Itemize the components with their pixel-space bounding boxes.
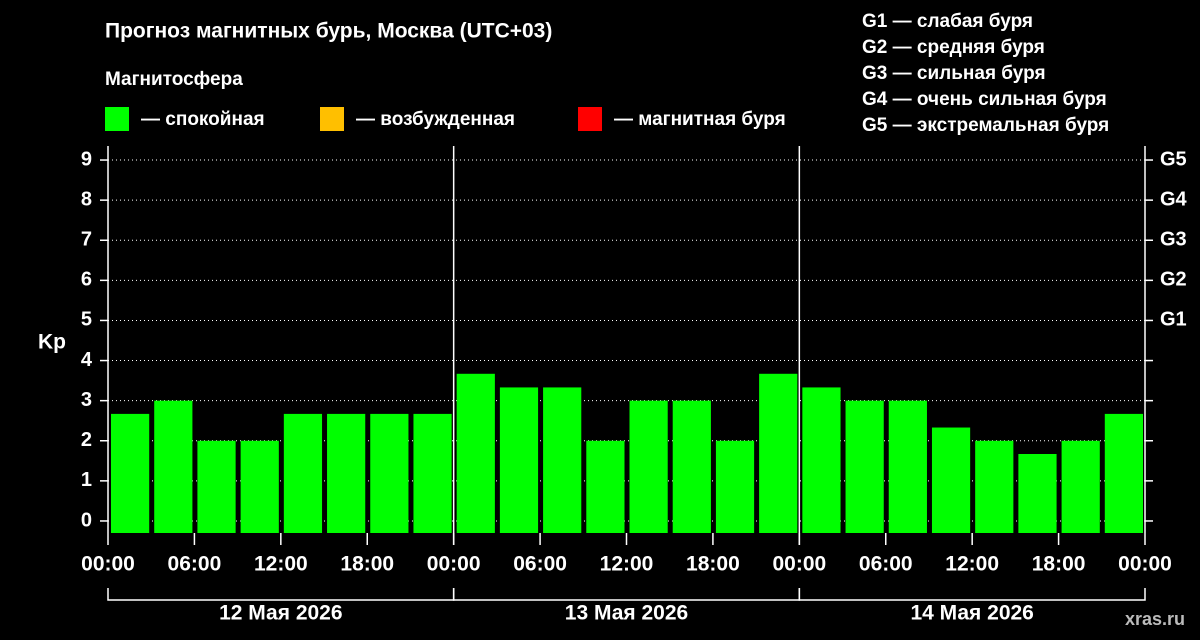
y2-tick-label: G3 (1160, 229, 1187, 251)
bar (1104, 413, 1143, 533)
watermark: xras.ru (1125, 609, 1185, 629)
y-tick-label: 8 (81, 188, 92, 210)
x-tick-label: 18:00 (340, 553, 394, 576)
day-label: 12 Мая 2026 (219, 602, 342, 625)
bar (111, 413, 150, 533)
y2-tick-label: G2 (1160, 269, 1187, 291)
y-tick-label: 3 (81, 389, 92, 411)
x-tick-label: 06:00 (513, 553, 567, 576)
y-tick-label: 1 (81, 469, 92, 491)
bar (413, 413, 452, 533)
bar (543, 387, 582, 533)
x-tick-label: 12:00 (945, 553, 999, 576)
x-tick-label: 00:00 (81, 553, 135, 576)
y-tick-label: 9 (81, 148, 92, 170)
x-tick-label: 00:00 (772, 553, 826, 576)
legend-swatch (320, 107, 344, 131)
y2-tick-label: G1 (1160, 309, 1187, 331)
x-tick-label: 18:00 (1032, 553, 1086, 576)
day-bracket (798, 588, 1146, 601)
day-label: 13 Мая 2026 (565, 602, 688, 625)
bar (370, 413, 409, 533)
y-axis-label: Kp (38, 331, 66, 354)
storm-scale-entry: G3 — сильная буря (862, 63, 1046, 84)
bar (197, 440, 236, 533)
storm-scale-entry: G4 — очень сильная буря (862, 89, 1107, 110)
legend-swatch (578, 107, 602, 131)
day-label: 14 Мая 2026 (910, 602, 1033, 625)
storm-scale-entry: G2 — средняя буря (862, 37, 1045, 58)
y-tick-label: 5 (81, 309, 92, 331)
bar (154, 400, 193, 533)
bar (240, 440, 279, 533)
chart-title: Прогноз магнитных бурь, Москва (UTC+03) (105, 20, 552, 43)
legend-label: — возбужденная (356, 109, 515, 130)
x-tick-label: 00:00 (427, 553, 481, 576)
bar (975, 440, 1014, 533)
y2-tick-label: G4 (1160, 188, 1188, 210)
bar (327, 413, 366, 533)
storm-scale-entry: G1 — слабая буря (862, 11, 1033, 32)
bar (629, 400, 668, 533)
legend-label: — магнитная буря (614, 109, 786, 130)
y-tick-label: 6 (81, 269, 92, 291)
bar (715, 440, 755, 533)
x-tick-label: 06:00 (168, 553, 222, 576)
x-tick-label: 00:00 (1118, 553, 1172, 576)
bar (759, 373, 798, 533)
x-tick-label: 18:00 (686, 553, 740, 576)
x-tick-label: 06:00 (859, 553, 913, 576)
legend-swatch (105, 107, 129, 131)
day-bracket (452, 588, 801, 601)
y-tick-label: 2 (81, 429, 92, 451)
bar (802, 387, 841, 533)
legend-title: Магнитосфера (105, 69, 243, 90)
bar (1018, 453, 1057, 533)
y-tick-label: 0 (81, 509, 92, 531)
bar (672, 400, 711, 533)
bar (456, 373, 495, 533)
y2-tick-label: G5 (1160, 148, 1187, 170)
legend-label: — спокойная (141, 109, 265, 130)
bar (499, 387, 539, 533)
bar (931, 427, 971, 533)
bar (845, 400, 884, 533)
day-bracket (107, 588, 455, 601)
x-tick-label: 12:00 (254, 553, 308, 576)
bar (1061, 440, 1100, 533)
storm-scale-entry: G5 — экстремальная буря (862, 115, 1109, 136)
y-tick-label: 4 (81, 349, 93, 371)
bar (283, 413, 323, 533)
bar (586, 440, 625, 533)
x-tick-label: 12:00 (600, 553, 654, 576)
y-tick-label: 7 (81, 229, 92, 251)
bar (888, 400, 927, 533)
